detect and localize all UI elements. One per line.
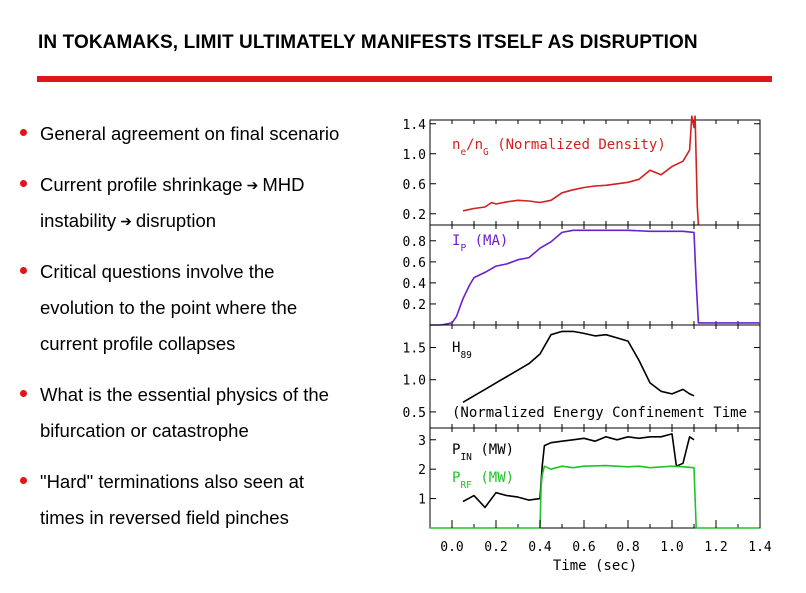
x-tick-label: 0.6 [572,540,595,555]
y-tick-label: 0.5 [403,406,426,421]
series-line [462,115,700,226]
confinement-annotation: (Normalized Energy Confinement Time [452,405,747,421]
y-tick-label: 1.0 [403,374,426,389]
x-axis-label: Time (sec) [553,558,637,574]
label-part: IN [460,452,472,463]
x-tick-label: 1.4 [748,540,772,555]
bullet-text: disruption [135,210,217,231]
label-part: (MW) [472,442,514,458]
y-tick-label: 0.2 [403,298,426,313]
series-line [430,229,760,326]
bullet-text: instability [40,210,117,231]
y-tick-label: 1.5 [403,342,426,357]
y-tick-label: 1 [418,493,426,508]
label-part: H [452,340,460,356]
label-part: (MW) [472,470,514,486]
series-line [462,433,695,509]
series-line [430,464,760,529]
panel-frame [429,119,761,226]
stacked-time-series-chart: 1.4 1.0 0.6 0.2 0.8 0.6 0.4 0.2 1.5 1.0 0.5 3 2 1 ne/n… [403,115,772,574]
bullet-text: bifurcation or catastrophe [40,420,249,441]
y-tick-label: 0.8 [403,235,426,250]
bullet-item: "Hard" terminations also seen at times i… [18,464,388,536]
y-tick-label: 3 [418,434,426,449]
label-part: P [452,470,460,486]
label-part: (Normalized Density) [489,137,666,153]
bullet-text-line: Current profile shrinkage ➔ MHD [40,167,388,203]
y-tick-label: 0.6 [403,178,426,193]
bullet-item: General agreement on final scenario [18,116,388,152]
label-part: /n [466,137,483,153]
bullet-text-line: instability ➔ disruption [40,203,388,239]
bullet-dot [20,477,27,484]
bullet-item: Critical questions involve the evolution… [18,254,388,362]
bullet-dot [20,180,27,187]
confinement-label: H89 [452,340,472,361]
label-part: n [452,137,460,153]
bullet-text: MHD [262,174,305,195]
slide-title: IN TOKAMAKS, LIMIT ULTIMATELY MANIFESTS … [38,32,698,53]
label-part: P [460,243,466,254]
title-rule [37,76,772,82]
p-rf-legend: PRF (MW) [452,470,514,491]
label-part: I [452,233,460,249]
panel-frame [429,427,761,529]
bullet-item: What is the essential physics of the bif… [18,377,388,449]
y-tick-label: 0.2 [403,208,426,223]
right-arrow-icon: ➔ [120,213,132,229]
plasma-current-label: IP (MA) [452,233,508,254]
bullet-text: Critical questions involve the [40,261,275,282]
bullet-text: times in reversed field pinches [40,507,289,528]
y-tick-label: 1.4 [403,118,427,133]
bullet-item: Current profile shrinkage ➔ MHD instabilit… [18,167,388,239]
y-tick-label: 2 [418,463,426,478]
bullet-dot [20,267,27,274]
label-part: P [452,442,460,458]
label-part: e [460,147,466,158]
bullet-dot [20,129,27,136]
bullet-text: evolution to the point where the [40,297,298,318]
label-part: 89 [460,350,472,361]
y-tick-label: 0.6 [403,256,426,271]
x-tick-label: 1.2 [704,540,727,555]
x-tick-label: 0.0 [440,540,463,555]
y-tick-label: 1.0 [403,148,426,163]
bullet-dot [20,390,27,397]
p-in-legend: PIN (MW) [452,442,514,463]
y-tick-label: 0.4 [403,277,427,292]
density-label: ne/nG (Normalized Density) [452,137,666,158]
bullet-text: What is the essential physics of the [40,384,329,405]
x-tick-label: 0.4 [528,540,552,555]
bullet-list: General agreement on final scenario Curr… [18,116,388,551]
right-arrow-icon: ➔ [246,177,259,193]
bullet-text: "Hard" terminations also seen at [40,471,305,492]
series-line [462,330,695,403]
x-tick-label: 0.8 [616,540,639,555]
x-tick-label: 0.2 [484,540,507,555]
label-part: (MA) [466,233,508,249]
x-tick-label: 1.0 [660,540,683,555]
bullet-text: current profile collapses [40,333,236,354]
bullet-text: Current profile shrinkage [40,174,243,195]
label-part: G [483,147,489,158]
bullet-text: General agreement on final scenario [40,123,340,144]
label-part: RF [460,480,472,491]
